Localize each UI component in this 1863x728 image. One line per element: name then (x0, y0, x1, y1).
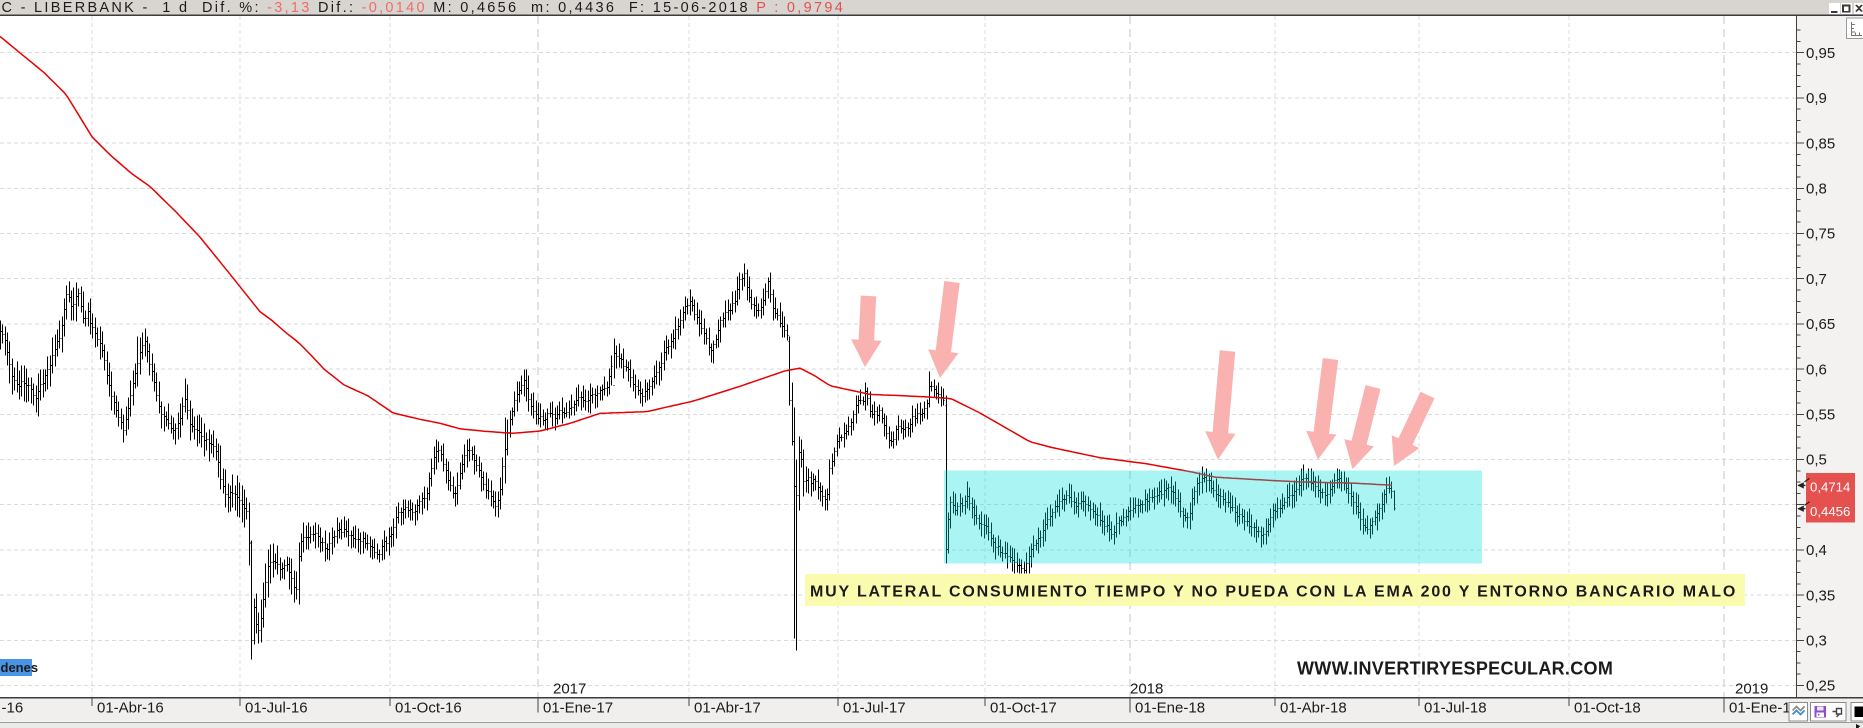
svg-text:01-Abr-18: 01-Abr-18 (1280, 700, 1347, 717)
svg-text:MUY LATERAL CONSUMIENTO TIEMPO: MUY LATERAL CONSUMIENTO TIEMPO Y NO PUED… (810, 584, 1737, 601)
svg-text:01-Ene-17: 01-Ene-17 (543, 700, 613, 717)
svg-text:C - LIBERBANK - 1 d Dif. %:: C - LIBERBANK - 1 d Dif. %: -3,13 Dif.: … (2, 0, 846, 16)
svg-text:0,95: 0,95 (1806, 45, 1835, 62)
svg-text:2017: 2017 (553, 681, 586, 698)
svg-text:0,85: 0,85 (1806, 135, 1835, 152)
svg-text:-16: -16 (2, 700, 24, 717)
svg-text:0,9: 0,9 (1806, 90, 1827, 107)
svg-text:01-Oct-18: 01-Oct-18 (1574, 700, 1641, 717)
svg-text:0,5: 0,5 (1806, 452, 1827, 469)
svg-text:2018: 2018 (1130, 681, 1163, 698)
svg-text:0,4714: 0,4714 (1810, 480, 1850, 495)
svg-text:2019: 2019 (1735, 681, 1768, 698)
svg-text:0,75: 0,75 (1806, 226, 1835, 243)
svg-text:01-Ene-18: 01-Ene-18 (1135, 700, 1205, 717)
svg-text:01-Jul-17: 01-Jul-17 (843, 700, 906, 717)
svg-text:0,4: 0,4 (1806, 542, 1827, 559)
svg-text:01-Jul-18: 01-Jul-18 (1424, 700, 1487, 717)
svg-text:0,6: 0,6 (1806, 361, 1827, 378)
svg-text:0,3: 0,3 (1806, 633, 1827, 650)
svg-text:0,35: 0,35 (1806, 587, 1835, 604)
svg-text:0,65: 0,65 (1806, 316, 1835, 333)
svg-text:denes: denes (1, 660, 39, 675)
svg-text:01-Abr-17: 01-Abr-17 (694, 700, 761, 717)
svg-text:01-Abr-16: 01-Abr-16 (97, 700, 164, 717)
svg-text:01-Oct-17: 01-Oct-17 (990, 700, 1057, 717)
svg-text:0,55: 0,55 (1806, 407, 1835, 424)
svg-text:01-Oct-16: 01-Oct-16 (395, 700, 462, 717)
svg-text:WWW.INVERTIRYESPECULAR.COM: WWW.INVERTIRYESPECULAR.COM (1297, 659, 1613, 679)
svg-text:01-Jul-16: 01-Jul-16 (245, 700, 308, 717)
svg-text:0,25: 0,25 (1806, 678, 1835, 695)
svg-text:0,8: 0,8 (1806, 181, 1827, 198)
svg-text:01-Ene-19: 01-Ene-19 (1729, 700, 1799, 717)
svg-text:0,7: 0,7 (1806, 271, 1827, 288)
svg-text:0,4456: 0,4456 (1810, 504, 1850, 519)
